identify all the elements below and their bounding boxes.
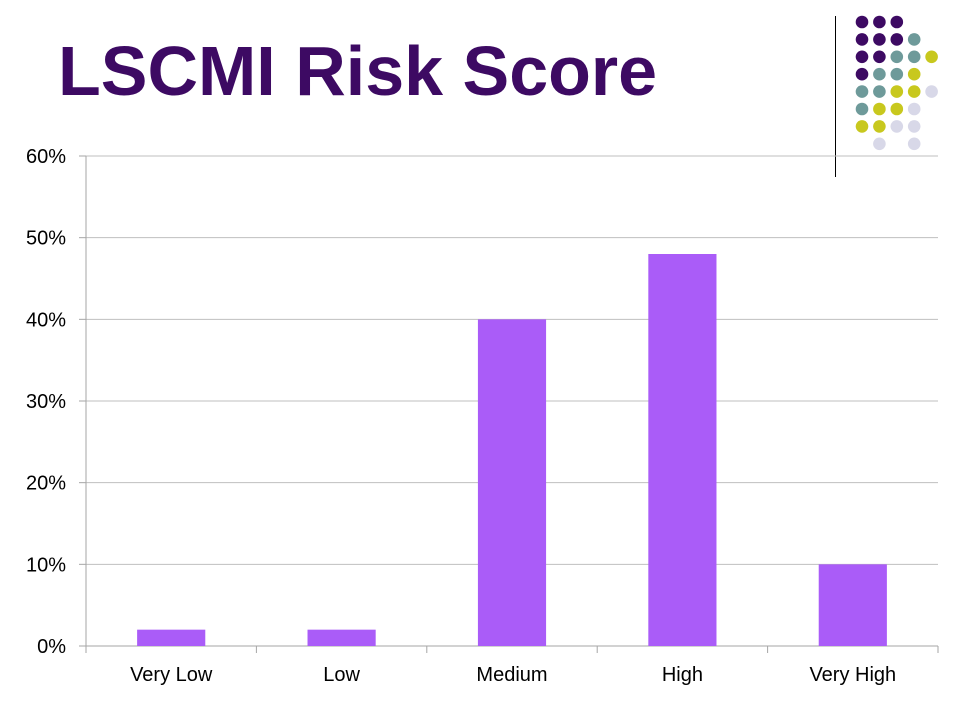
y-tick-label: 40% xyxy=(26,309,66,331)
y-tick-label: 0% xyxy=(37,636,66,658)
y-tick-label: 20% xyxy=(26,473,66,495)
bar-very-low xyxy=(137,629,206,646)
y-tick-label: 30% xyxy=(26,391,66,413)
bar-medium xyxy=(477,319,547,646)
x-tick-label: Low xyxy=(323,664,360,686)
x-tick-label: High xyxy=(662,664,703,686)
x-tick-label: Very High xyxy=(809,664,896,686)
x-tick-label: Very Low xyxy=(130,664,213,686)
x-tick-label: Medium xyxy=(476,664,547,686)
bar-high xyxy=(648,254,717,646)
y-tick-label: 60% xyxy=(26,146,66,168)
bar-very-high xyxy=(818,564,887,646)
bar-low xyxy=(307,629,376,646)
y-tick-label: 50% xyxy=(26,228,66,250)
slide-title: LSCMI Risk Score xyxy=(58,32,658,110)
y-tick-label: 10% xyxy=(26,554,66,576)
decorative-divider-line xyxy=(835,16,836,177)
